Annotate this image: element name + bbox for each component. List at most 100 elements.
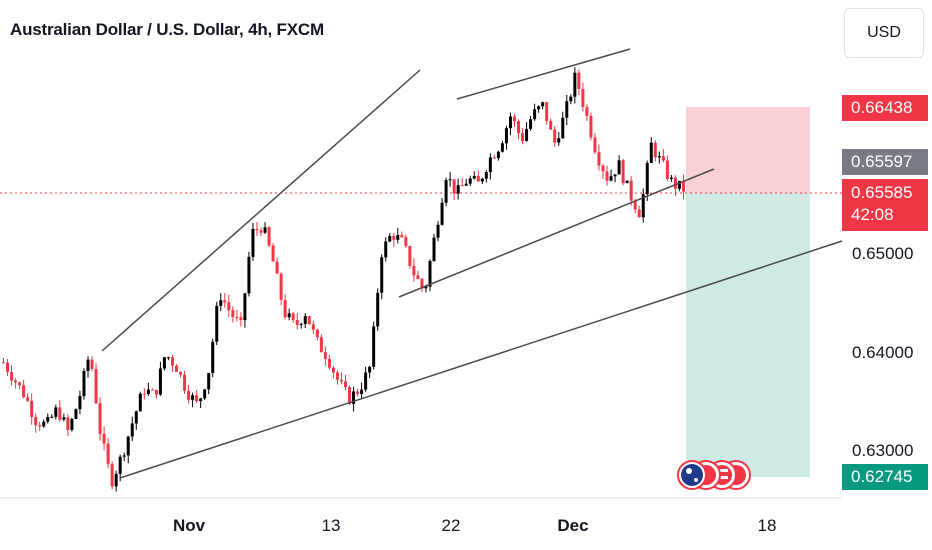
candle-body [179,372,183,375]
candle-body [613,174,617,177]
candle-body [134,411,138,424]
candle-body [496,151,500,159]
candle-body [331,367,335,373]
candle-body [380,257,384,293]
candle-body [561,117,565,139]
candle-body [392,235,396,240]
candle-body [323,352,327,359]
candle-body [525,128,529,141]
candle-body [605,171,609,181]
candle-body [577,72,581,90]
candle-body [408,246,412,266]
target-zone [686,107,810,193]
candle-body [657,156,661,158]
candle-body [480,178,484,182]
candle-body [106,443,110,464]
candle-body [62,417,66,420]
candle-body [82,370,86,397]
candle-body [677,180,681,189]
trendlines-group [101,48,843,479]
candle-body [263,227,267,233]
candle-body [597,152,601,166]
candle-body [58,407,62,420]
candle-body [533,109,537,120]
candle-body [508,116,512,129]
candle-body [267,227,271,246]
candle-body [54,407,58,417]
candle-body [537,106,541,110]
candle-body [468,178,472,184]
candle-body [231,310,235,317]
candle-body [400,235,404,238]
candle-body [335,372,339,380]
y-tick-label: 0.65000 [852,244,914,263]
target-price-label: 0.66438 [842,95,928,121]
candle-body [158,368,162,395]
prev-close-label: 0.65597 [842,149,928,175]
candle-body [593,137,597,153]
candle-body [673,177,677,189]
candle-body [138,393,142,412]
candle-body [396,235,400,240]
candle-body [191,395,195,400]
candle-body [356,391,360,394]
candle-body [150,389,154,391]
candle-body [432,237,436,262]
trendline-upper-right[interactable] [456,48,631,100]
candle-body [649,142,653,163]
candle-body [18,382,22,386]
candle-body [420,278,424,289]
candle-body [223,300,227,303]
candle-body [629,180,633,201]
candle-body [6,362,10,373]
candle-body [504,128,508,144]
candle-body [573,72,577,97]
candle-body [183,374,187,391]
candle-body [617,160,621,175]
trendline-upper-left[interactable] [101,69,421,352]
candle-body [436,224,440,238]
currency-button[interactable]: USD [844,8,924,58]
candle-body [126,436,130,456]
candle-body [279,273,283,300]
candle-body [287,313,291,318]
candle-body [669,177,673,179]
candle-body [517,121,521,134]
y-tick-label: 0.63000 [852,441,914,460]
candle-body [609,176,613,181]
candle-body [94,369,98,404]
x-tick-label: 22 [441,516,461,535]
trendline-long-support[interactable] [119,240,843,479]
candle-body [512,116,516,122]
candle-body [307,316,311,325]
candle-body [557,138,561,143]
candle-body [529,119,533,129]
candle-body [42,421,46,427]
candle-body [553,129,557,143]
candle-body [545,102,549,122]
candle-body [251,228,255,257]
trendline-mid-support[interactable] [398,168,715,298]
candle-body [327,358,331,368]
candle-body [255,228,259,231]
candle-body [424,286,428,289]
candle-body [283,299,287,318]
candle-body [311,324,315,330]
candle-body [476,175,480,182]
event-flags-icon[interactable] [677,460,751,490]
candle-body [589,115,593,138]
candle-body [207,372,211,390]
candle-body [227,302,231,311]
y-tick-label: 0.64000 [852,343,914,362]
candle-body [460,185,464,187]
candle-body [428,261,432,287]
candle-body [601,165,605,172]
candle-body [653,142,657,158]
candle-body [637,209,641,218]
candle-body [175,365,179,373]
candle-body [585,107,589,116]
countdown-value: 42:08 [851,205,894,224]
x-tick-label: 18 [757,516,777,535]
candle-body [372,326,376,367]
